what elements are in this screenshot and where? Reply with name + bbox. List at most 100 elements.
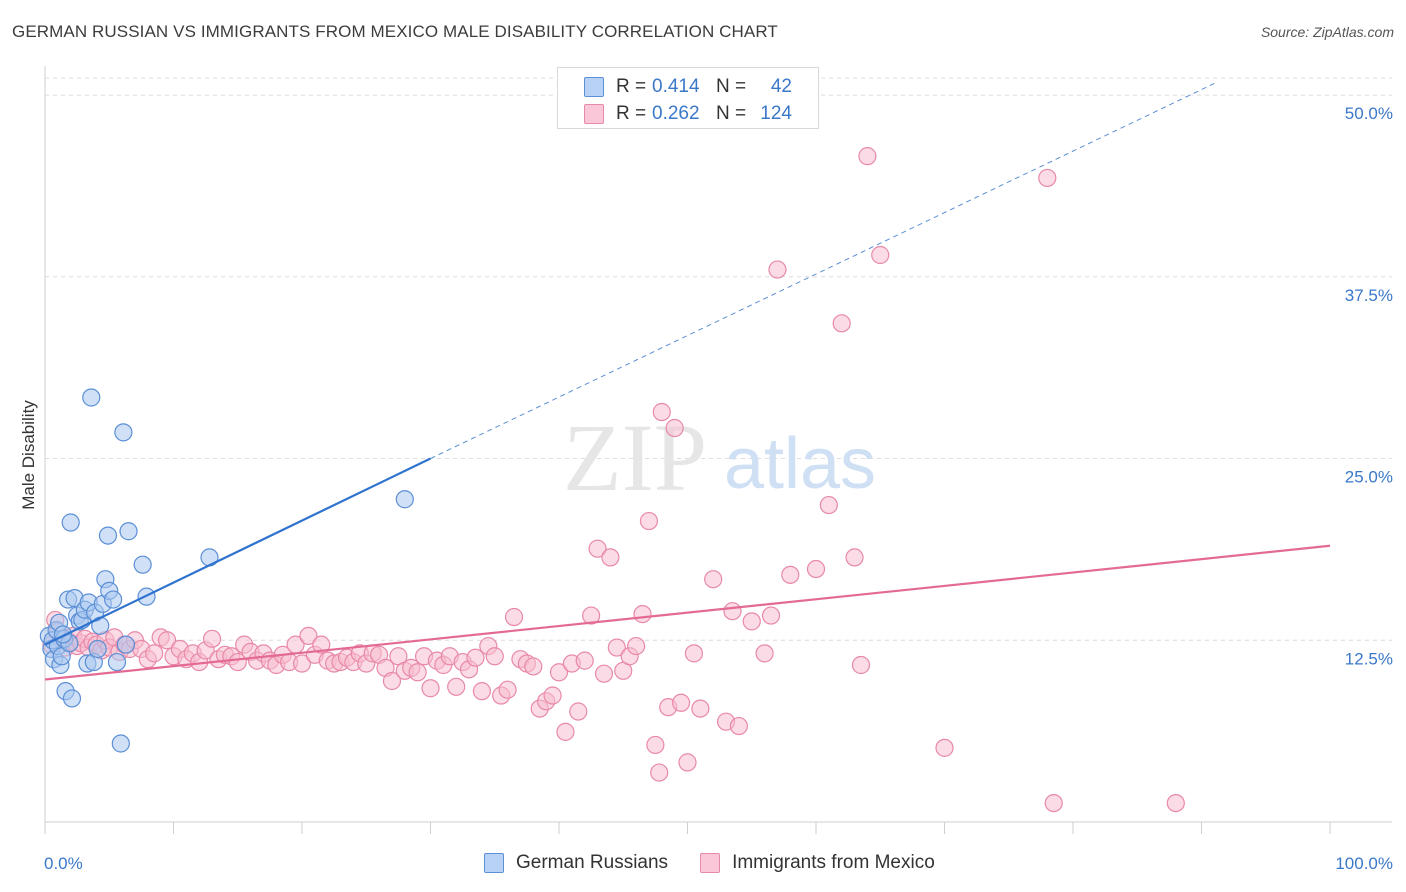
source-credit: Source: ZipAtlas.com xyxy=(1260,24,1394,40)
immigrants-from-mexico-point xyxy=(678,753,697,772)
german-russians-point xyxy=(107,652,127,672)
immigrants-from-mexico-point xyxy=(652,402,671,422)
immigrants-from-mexico-point xyxy=(781,565,800,584)
immigrants-from-mexico-point xyxy=(626,636,646,656)
immigrants-from-mexico-point xyxy=(447,677,466,696)
immigrants-from-mexico-trend-line xyxy=(44,544,1331,681)
immigrants-from-mexico-point xyxy=(671,693,691,712)
immigrants-from-mexico-point xyxy=(601,548,620,567)
chart-title: GERMAN RUSSIAN VS IMMIGRANTS FROM MEXICO… xyxy=(12,22,778,41)
immigrants-from-mexico-point xyxy=(524,657,543,676)
correlation-legend: R = 0.414 N = 42 R = 0.262 N = 124 xyxy=(557,67,819,129)
legend-n-value: 124 xyxy=(760,103,792,124)
series-legend-german-russians[interactable]: German Russians xyxy=(484,852,668,874)
german-russians-point xyxy=(133,555,152,574)
german-russians-trend-extension xyxy=(430,82,1215,459)
immigrants-from-mexico-point xyxy=(935,738,954,757)
immigrants-from-mexico-point xyxy=(851,655,871,675)
immigrants-from-mexico-point xyxy=(665,418,684,438)
immigrants-from-mexico-point xyxy=(761,606,781,625)
immigrants-from-mexico-point xyxy=(556,722,575,741)
immigrants-from-mexico-point xyxy=(145,644,164,663)
legend-row-immigrants-from-mexico: R = 0.262 N = 124 xyxy=(584,102,792,126)
immigrants-from-mexico-point xyxy=(633,604,652,624)
legend-r-label: R = xyxy=(616,76,647,97)
watermark-atlas: atlas xyxy=(724,424,876,504)
immigrants-from-mexico-point xyxy=(408,663,427,682)
legend-r-value: 0.262 xyxy=(652,103,700,124)
legend-row-german-russians: R = 0.414 N = 42 xyxy=(584,75,792,99)
german-russians-point xyxy=(114,423,133,442)
german-russians-point xyxy=(98,526,118,545)
axes xyxy=(44,66,1392,834)
german-russians-point xyxy=(61,513,80,532)
immigrants-from-mexico-point xyxy=(1038,168,1057,188)
immigrants-from-mexico-point xyxy=(312,635,331,654)
immigrants-from-mexico-point xyxy=(704,570,723,589)
immigrants-from-mexico-point xyxy=(646,735,665,755)
immigrants-from-mexico-point xyxy=(157,631,177,650)
immigrants-from-mexico-point xyxy=(768,260,787,279)
german-russians-point xyxy=(395,490,414,509)
immigrants-from-mexico-point xyxy=(594,664,614,683)
series-legend-immigrants-from-mexico[interactable]: Immigrants from Mexico xyxy=(700,852,935,874)
german-russians-point xyxy=(119,522,138,541)
german-russians-point xyxy=(116,635,136,654)
x-tick-label: 0.0% xyxy=(44,854,83,873)
immigrants-from-mexico-point xyxy=(806,559,826,579)
immigrants-from-mexico-point xyxy=(228,652,247,672)
y-tick-label: 25.0% xyxy=(1345,468,1393,487)
immigrants-from-mexico-point xyxy=(819,495,838,515)
immigrants-from-mexico-point xyxy=(1044,793,1063,813)
immigrants-from-mexico-point xyxy=(1166,793,1185,813)
immigrants-from-mexico-point xyxy=(543,686,562,705)
immigrants-from-mexico-point xyxy=(504,607,524,627)
immigrants-from-mexico-point xyxy=(845,548,864,567)
legend-n-label: N = xyxy=(716,103,747,124)
series-swatch-pink xyxy=(700,853,721,873)
immigrants-from-mexico-point xyxy=(421,679,440,698)
immigrants-from-mexico-point xyxy=(607,638,626,657)
legend-r-value: 0.414 xyxy=(652,76,700,97)
x-tick-label: 100.0% xyxy=(1335,854,1393,873)
immigrants-from-mexico-point xyxy=(832,314,851,333)
german-russians-point xyxy=(111,734,130,753)
immigrants-from-mexico-point xyxy=(755,644,774,663)
y-tick-label: 37.5% xyxy=(1345,286,1393,305)
immigrants-from-mexico-point xyxy=(485,647,504,666)
immigrants-from-mexico-point xyxy=(292,654,312,673)
immigrants-from-mexico-point xyxy=(691,699,710,718)
watermark-zip: ZIP xyxy=(563,404,707,511)
immigrants-from-mexico-point xyxy=(858,147,877,166)
immigrants-from-mexico-point xyxy=(650,763,669,782)
series-legend-label: Immigrants from Mexico xyxy=(732,852,935,873)
legend-swatch-blue xyxy=(584,77,604,97)
y-axis-label: Male Disability xyxy=(19,400,38,510)
immigrants-from-mexico-point xyxy=(639,511,659,531)
legend-swatch-pink xyxy=(584,104,604,124)
immigrants-from-mexico-point xyxy=(549,663,569,682)
legend-n-value: 42 xyxy=(770,76,792,97)
immigrants-from-mexico-point xyxy=(684,644,704,663)
immigrants-from-mexico-point xyxy=(575,651,594,670)
series-legend-label: German Russians xyxy=(516,852,669,873)
immigrants-from-mexico-point xyxy=(299,626,318,646)
y-tick-label: 50.0% xyxy=(1345,104,1393,123)
series-legend: German Russians Immigrants from Mexico xyxy=(484,852,967,874)
immigrants-from-mexico-point xyxy=(569,702,588,721)
immigrants-from-mexico-point xyxy=(382,671,402,691)
german-russians-point xyxy=(62,689,82,708)
german-russians-point xyxy=(104,590,123,609)
immigrants-from-mexico-point xyxy=(588,539,607,558)
immigrants-from-mexico-point xyxy=(871,245,890,265)
watermark: ZIP atlas xyxy=(563,404,876,511)
series-german-russians xyxy=(39,388,414,753)
gridlines xyxy=(45,77,1392,641)
german-russians-point xyxy=(82,388,101,407)
german-russians-trend-line xyxy=(44,457,431,646)
immigrants-from-mexico-point xyxy=(472,682,491,701)
german-russians-point xyxy=(88,639,107,659)
y-tick-label: 12.5% xyxy=(1345,649,1393,668)
immigrants-from-mexico-point xyxy=(729,716,749,736)
